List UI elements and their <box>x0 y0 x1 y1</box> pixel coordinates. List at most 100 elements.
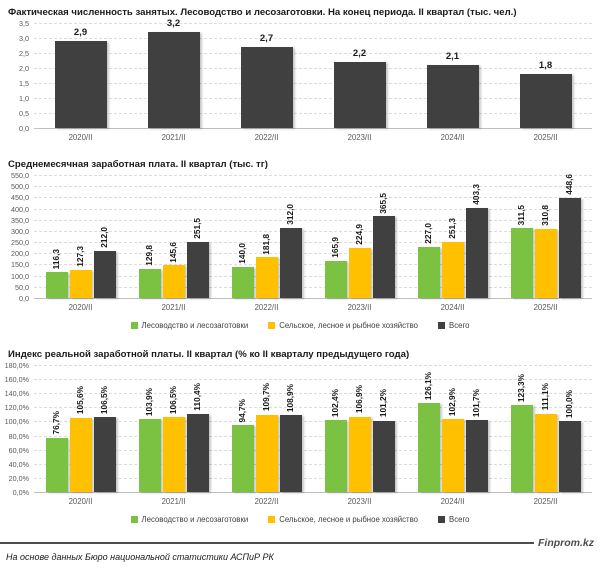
bar-value-label: 251,3 <box>447 218 457 239</box>
bar-wrapper: 2,7 <box>240 23 293 128</box>
bar-wrapper: 101,7% <box>465 365 488 492</box>
x-tick-label: 2020/II <box>68 497 93 506</box>
bar <box>162 416 185 492</box>
x-tick-label: 2022/II <box>254 497 279 506</box>
bar-wrapper: 312,0 <box>279 175 302 298</box>
x-tick-label: 2024/II <box>440 497 465 506</box>
bar-wrapper: 101,2% <box>372 365 395 492</box>
x-tick-label: 2024/II <box>440 133 465 142</box>
gridline <box>34 53 592 54</box>
bar-wrapper: 311,5 <box>510 175 533 298</box>
chart-salary-body: 550,0 500,0 450,0 400,0 350,0 300,0 250,0 200,0… <box>0 171 600 303</box>
x-tick-label: 2023/II <box>347 133 372 142</box>
y-tick-label: 250,0 <box>11 238 29 248</box>
bar <box>465 207 488 298</box>
footer-brand-row: Finprom.kz <box>0 537 600 549</box>
x-tick-label: 2020/II <box>68 133 93 142</box>
y-tick-label: 150,0 <box>11 260 29 270</box>
bar-value-label: 310,8 <box>540 204 550 226</box>
bar-wrapper: 127,3 <box>69 175 92 298</box>
plot-area: 2,9 3,2 2,7 2,2 2,1 1,8 <box>34 18 592 129</box>
bar-group: 129,8 145,6 251,5 <box>127 175 220 298</box>
bar-group: 311,5 310,8 448,6 <box>499 174 592 298</box>
bar <box>162 265 185 298</box>
bar-group: 116,3 127,3 212,0 <box>34 175 127 298</box>
y-tick-label: 80,0% <box>8 431 29 441</box>
bar-group: 76,7% 105,6% 106,5% <box>34 365 127 492</box>
bar-group: 227,0 251,3 403,3 <box>406 175 499 298</box>
bar-wrapper: 94,7% <box>231 365 254 492</box>
bar <box>510 405 533 492</box>
y-tick-label: 3,0 <box>19 34 29 43</box>
bar-wrapper: 227,0 <box>417 175 440 298</box>
y-tick-label: 0,0% <box>12 488 29 497</box>
y-tick-label: 500,0 <box>11 182 29 192</box>
bar-value-label: 116,3 <box>51 248 61 269</box>
bar-wrapper: 105,6% <box>69 365 92 492</box>
bar-group: 123,3% 111,1% 100,0% <box>499 365 592 492</box>
bar-value-label: 1,8 <box>538 60 553 71</box>
y-tick-label: 550,0 <box>11 171 29 180</box>
y-tick-label: 1,5 <box>19 79 29 88</box>
bar-wrapper: 106,5% <box>93 365 116 492</box>
bar-value-label: 126,1% <box>423 371 433 401</box>
bar-wrapper: 116,3 <box>45 175 68 298</box>
bar-value-label: 129,8 <box>144 245 154 266</box>
y-tick-label: 2,0 <box>19 64 29 73</box>
y-axis: 180,0% 160,0% 140,0% 120,0% 100,0% 80,0% 60,0%… <box>0 361 34 497</box>
footer: Finprom.kz На основе данных Бюро национа… <box>0 537 600 562</box>
bar-value-label: 2,1 <box>445 51 460 62</box>
y-tick-label: 0,0 <box>19 294 29 303</box>
bar-group: 2,9 <box>34 23 127 128</box>
gridline <box>34 435 592 437</box>
bar-value-label: 101,7% <box>471 389 481 418</box>
bar-value-label: 251,5 <box>192 218 202 239</box>
bar-value-label: 127,3 <box>75 245 85 267</box>
legend-swatch <box>438 322 446 329</box>
bar <box>69 269 92 298</box>
plot-area: 116,3 127,3 212,0 129,8 145,6 251,5 140,0 181,8… <box>34 174 592 299</box>
bar-value-label: 110,4% <box>192 383 202 412</box>
bar-value-label: 165,9 <box>330 237 340 258</box>
gridline <box>34 393 592 395</box>
gridline <box>34 242 592 244</box>
bar <box>372 420 395 492</box>
bar-wrapper: 123,3% <box>510 365 533 492</box>
x-tick-label: 2021/II <box>161 497 186 506</box>
chart-real-wage-index-title: Индекс реальной заработной платы. II ква… <box>8 349 410 360</box>
legend-swatch <box>268 516 276 523</box>
y-tick-label: 400,0 <box>11 204 29 214</box>
bar <box>279 415 302 492</box>
bar-value-label: 100,0% <box>564 390 574 419</box>
bar <box>558 197 581 298</box>
x-tick-label: 2022/II <box>254 133 279 142</box>
bar-group: 2,1 <box>406 23 499 128</box>
gridline <box>34 421 592 423</box>
legend-swatch <box>130 322 138 329</box>
bar-wrapper: 100,0% <box>558 365 581 492</box>
y-tick-label: 200,0 <box>11 249 29 259</box>
bar-value-label: 105,6% <box>75 386 85 415</box>
y-tick-label: 20,0% <box>8 473 29 483</box>
bar-wrapper: 165,9 <box>324 175 347 298</box>
chart-salary-title: Среднемесячная заработная плата. II квар… <box>8 159 268 170</box>
bar <box>93 250 116 298</box>
bar <box>417 247 440 298</box>
bar <box>324 260 347 298</box>
gridline <box>34 186 592 188</box>
legend-item: Всего <box>438 515 469 524</box>
bar <box>93 416 116 492</box>
x-tick-label: 2025/II <box>533 133 558 142</box>
bar-wrapper: 251,3 <box>441 175 464 298</box>
bar-wrapper: 129,8 <box>138 175 161 298</box>
bar-group: 2,7 <box>220 23 313 128</box>
x-tick-label: 2022/II <box>254 303 279 312</box>
bar <box>417 403 440 492</box>
legend: Лесоводство и лесозаготовки Сельское, лес… <box>0 321 600 330</box>
gridline <box>34 23 592 24</box>
y-tick-label: 140,0% <box>4 389 29 399</box>
bar-value-label: 103,9% <box>144 387 154 416</box>
bar-wrapper: 365,5 <box>372 175 395 298</box>
source-note: На основе данных Бюро национальной стати… <box>6 552 274 562</box>
x-tick-label: 2021/II <box>161 133 186 142</box>
